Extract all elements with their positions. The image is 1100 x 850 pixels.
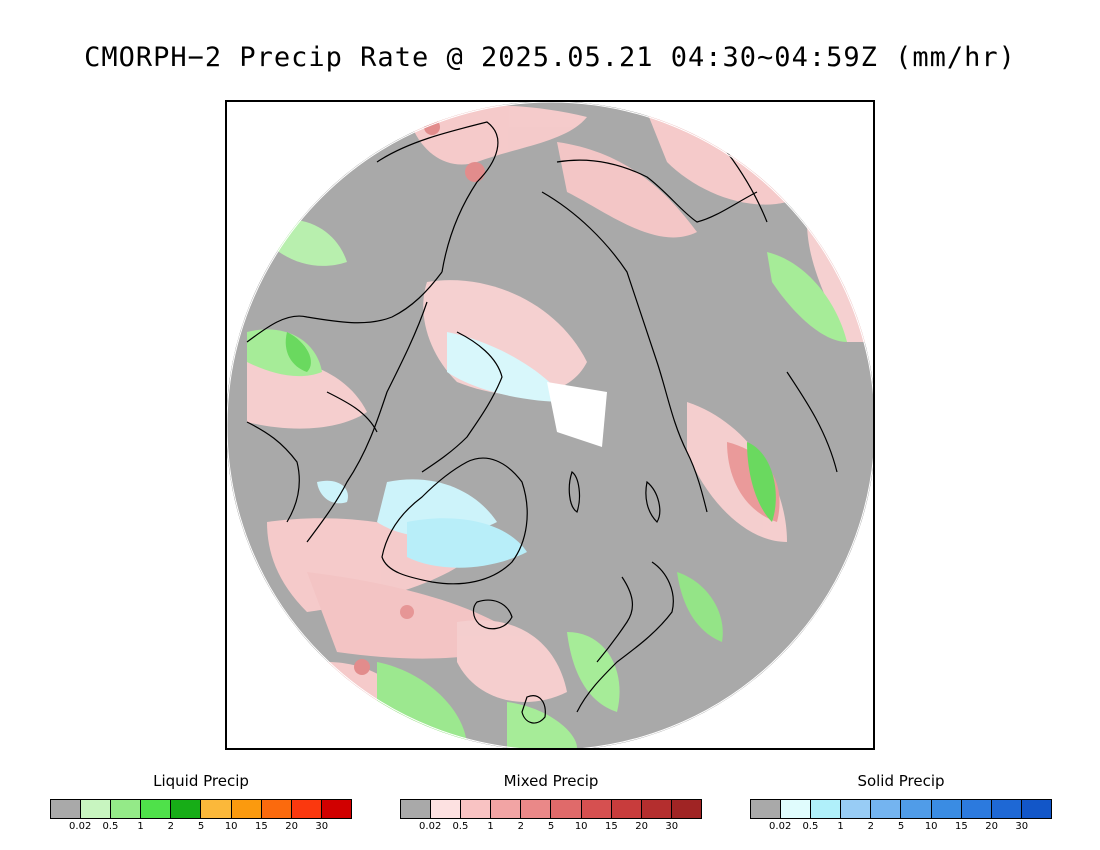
legend-liquid-tick-label: 0.5	[102, 821, 119, 832]
legend-solid-tick-label: 20	[985, 821, 998, 832]
legend-solid-title: Solid Precip	[857, 772, 945, 790]
legend-mixed-tick-label: 15	[605, 821, 618, 832]
legend-solid-swatch	[901, 800, 932, 818]
legend-solid-swatch	[871, 800, 902, 818]
legend-solid-colorbar	[750, 799, 1052, 819]
legend-liquid-tick-label: 20	[285, 821, 298, 832]
legend-liquid-swatch	[51, 800, 82, 818]
legend-liquid: Liquid Precip 0.02 0.5 1 2 5 10 15 20 30	[50, 772, 352, 835]
legend-liquid-swatch	[231, 800, 262, 818]
legend-mixed-tick-label: 1	[487, 821, 494, 832]
legend-liquid-tick-label: 15	[255, 821, 268, 832]
legend-mixed-swatch	[491, 800, 522, 818]
legend-liquid-ticks: 0.02 0.5 1 2 5 10 15 20 30	[50, 821, 352, 835]
legend-mixed-swatch	[581, 800, 612, 818]
coastlines	[246, 121, 838, 724]
legend-solid-tick-label: 5	[897, 821, 905, 832]
legend-mixed-swatch	[521, 800, 552, 818]
legend-solid-swatch	[751, 800, 782, 818]
legend-liquid-swatch	[111, 800, 142, 818]
legend-solid-swatch	[1021, 800, 1051, 818]
legend-mixed-tick-label: 30	[665, 821, 679, 832]
legend-solid-tick-label: 0.5	[802, 821, 819, 832]
solid-precip-layer	[317, 332, 607, 568]
legend-liquid-swatch	[81, 800, 112, 818]
legend-mixed-colorbar	[400, 799, 702, 819]
legend-mixed-tick-label: 2	[517, 821, 524, 832]
legend-solid: Solid Precip 0.02 0.5 1 2 5 10 15 20 30	[750, 772, 1052, 835]
legend-solid-swatch	[811, 800, 842, 818]
legend-liquid-tick-label: 1	[137, 821, 144, 832]
legend-mixed-swatch	[431, 800, 462, 818]
legend-solid-ticks: 0.02 0.5 1 2 5 10 15 20 30	[750, 821, 1052, 835]
legend-liquid-swatch	[201, 800, 232, 818]
legend-mixed-swatch	[401, 800, 432, 818]
legend-solid-swatch	[841, 800, 872, 818]
map-title: CMORPH−2 Precip Rate @ 2025.05.21 04:30~…	[84, 42, 1016, 73]
legend-mixed-swatch	[611, 800, 642, 818]
legend-liquid-swatch	[141, 800, 172, 818]
legend-liquid-colorbar	[50, 799, 352, 819]
map-frame[interactable]	[225, 100, 875, 750]
legend-mixed-swatch	[671, 800, 701, 818]
legend-liquid-tick-label: 30	[315, 821, 329, 832]
legend-solid-swatch	[991, 800, 1022, 818]
legend-liquid-swatch	[171, 800, 202, 818]
legend-solid-tick-label: 30	[1015, 821, 1029, 832]
legend-mixed-swatch	[461, 800, 492, 818]
legend-liquid-title: Liquid Precip	[153, 772, 249, 790]
legend-liquid-tick-label: 0.02	[69, 821, 92, 832]
legend-solid-swatch	[781, 800, 812, 818]
legend-mixed-tick-label: 10	[574, 821, 588, 832]
legend-liquid-swatch	[261, 800, 292, 818]
legend-solid-tick-label: 10	[924, 821, 938, 832]
legend-liquid-swatch	[291, 800, 322, 818]
legend-mixed-ticks: 0.02 0.5 1 2 5 10 15 20 30	[400, 821, 702, 835]
legend-mixed-tick-label: 0.02	[419, 821, 442, 832]
legend-solid-swatch	[961, 800, 992, 818]
legend-mixed-title: Mixed Precip	[503, 772, 599, 790]
legend-liquid-swatch	[321, 800, 351, 818]
legend-solid-tick-label: 0.02	[769, 821, 792, 832]
polar-map[interactable]	[227, 102, 873, 748]
legend-solid-swatch	[931, 800, 962, 818]
legend-mixed: Mixed Precip 0.02 0.5 1 2 5 10 15 20 30	[400, 772, 702, 835]
legend-mixed-tick-label: 20	[635, 821, 648, 832]
legend-mixed-tick-label: 0.5	[452, 821, 469, 832]
legend-liquid-tick-label: 5	[197, 821, 205, 832]
legend-mixed-swatch	[551, 800, 582, 818]
legend-solid-tick-label: 15	[955, 821, 968, 832]
legend-liquid-tick-label: 10	[224, 821, 238, 832]
legend-liquid-tick-label: 2	[167, 821, 174, 832]
legend-solid-tick-label: 2	[867, 821, 874, 832]
legend-mixed-swatch	[641, 800, 672, 818]
legend-solid-tick-label: 1	[837, 821, 844, 832]
legend-mixed-tick-label: 5	[547, 821, 555, 832]
